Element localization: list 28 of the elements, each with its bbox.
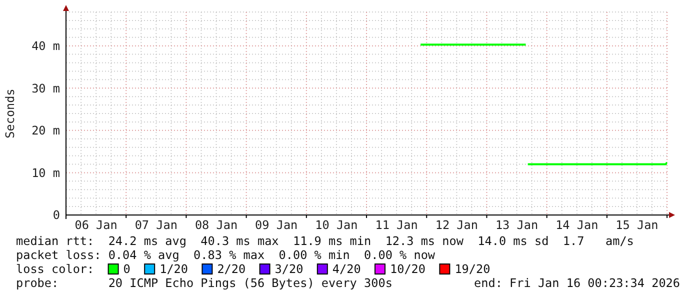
- legend-label: 4/20: [332, 262, 361, 276]
- x-tick-label: 09 Jan: [255, 218, 298, 232]
- legend-label: 1/20: [160, 262, 188, 276]
- x-tick-label: 10 Jan: [315, 218, 358, 232]
- x-tick-label: 08 Jan: [194, 218, 238, 232]
- y-tick-label: 0: [52, 208, 60, 222]
- text: end: Fri Jan 16 00:23:34 2026: [474, 276, 680, 290]
- y-tick-label: 10 m: [32, 166, 60, 180]
- y-tick-label: 30 m: [32, 81, 60, 96]
- y-tick-label: 20 m: [32, 124, 60, 138]
- x-tick-label: 07 Jan: [134, 218, 178, 232]
- legend-label: 0: [123, 262, 130, 276]
- legend-title: loss color:: [16, 262, 94, 276]
- y-axis-title: Seconds: [3, 88, 17, 138]
- legend-label: 10/20: [390, 262, 426, 276]
- y-tick-label: 40 m: [32, 38, 60, 53]
- legend-label: 3/20: [274, 262, 304, 276]
- x-tick-label: 14 Jan: [556, 218, 598, 232]
- x-tick-label: 06 Jan: [74, 218, 118, 232]
- x-tick-label: 11 Jan: [375, 218, 418, 232]
- text: median rtt: 24.2 ms avg 40.3 ms max 11.9 ms min 12.3 ms now 14.0 ms sd 1.7 am/s: [16, 234, 634, 248]
- x-tick-label: 12 Jan: [435, 218, 478, 232]
- text: packet loss: 0.04 % avg 0.83 % max 0.00 % min 0.00 % now: [16, 248, 436, 262]
- text: probe: 20 ICMP Echo Pings (56 Bytes) every 300s: [16, 276, 392, 290]
- x-tick-label: 13 Jan: [495, 218, 538, 232]
- x-tick-label: 15 Jan: [616, 218, 658, 232]
- legend-label: 19/20: [454, 262, 490, 276]
- legend-label: 2/20: [217, 262, 246, 276]
